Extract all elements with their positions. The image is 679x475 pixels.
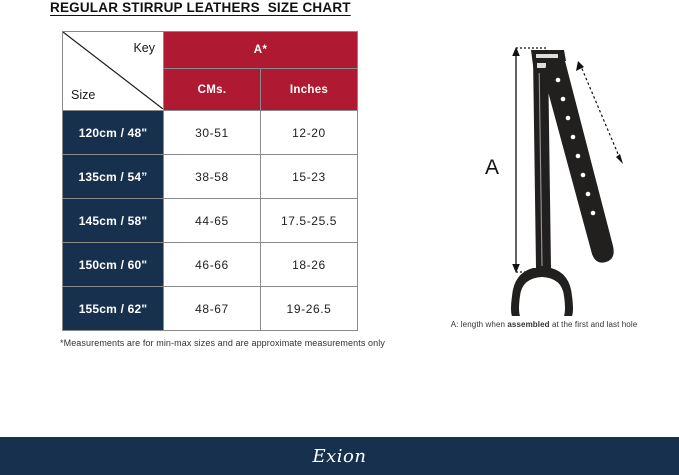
- corner-key-size-cell: Key Size: [62, 31, 164, 111]
- corner-key-label: Key: [133, 41, 155, 55]
- diagram-caption: A: length when assembled at the first an…: [424, 320, 664, 329]
- cms-cell: 48-67: [163, 286, 261, 331]
- inches-cell: 18-26: [260, 242, 358, 287]
- vertical-strap-highlight: [538, 57, 543, 267]
- cms-cell: 46-66: [163, 242, 261, 287]
- diagonal-arrow-top: [576, 61, 584, 71]
- size-cell: 135cm / 54”: [62, 154, 164, 199]
- buckle-tongue: [537, 63, 546, 68]
- buckle-bar: [536, 54, 558, 58]
- dimension-arrow-bottom: [512, 264, 520, 273]
- vertical-strap: [533, 54, 551, 268]
- cms-cell: 38-58: [163, 154, 261, 199]
- stirrup-iron: [511, 268, 573, 316]
- column-header-inches: Inches: [260, 68, 358, 111]
- table-row: 150cm / 60" 46-66 18-26: [62, 242, 358, 287]
- page-title: REGULAR STIRRUP LEATHERS SIZE CHART: [50, 0, 351, 15]
- cms-cell: 44-65: [163, 198, 261, 243]
- footer-bar: Exion: [0, 437, 679, 475]
- caption-suffix: at the first and last hole: [549, 320, 638, 329]
- inches-cell: 12-20: [260, 110, 358, 155]
- corner-size-label: Size: [71, 88, 96, 102]
- table-row: 155cm / 62" 48-67 19-26.5: [62, 286, 358, 331]
- size-cell: 145cm / 58": [62, 198, 164, 243]
- inches-cell: 17.5-25.5: [260, 198, 358, 243]
- table-footnote: *Measurements are for min-max sizes and …: [60, 338, 385, 348]
- diagram-dimension-label-a: A: [485, 156, 500, 179]
- dimension-arrow-top: [512, 47, 520, 56]
- stirrup-leather-illustration-icon: [511, 47, 623, 316]
- size-cell: 120cm / 48": [62, 110, 164, 155]
- column-header-cms: CMs.: [163, 68, 261, 111]
- caption-bold: assembled: [507, 320, 550, 329]
- group-header-a: A*: [163, 31, 358, 69]
- table-header-row-top: Key Size A*: [62, 31, 358, 111]
- size-table: Key Size A* CMs. Inches 120cm / 48" 30-5…: [62, 31, 358, 331]
- inches-cell: 19-26.5: [260, 286, 358, 331]
- table-row: 120cm / 48" 30-51 12-20: [62, 110, 358, 155]
- stirrup-leather-diagram: A: [430, 28, 650, 318]
- size-cell: 150cm / 60": [62, 242, 164, 287]
- cms-cell: 30-51: [163, 110, 261, 155]
- inches-cell: 15-23: [260, 154, 358, 199]
- diagonal-arrow-bottom: [616, 154, 623, 164]
- table-row: 135cm / 54” 38-58 15-23: [62, 154, 358, 199]
- diagonal-strap: [543, 57, 614, 263]
- brand-logo: Exion: [312, 445, 367, 467]
- size-cell: 155cm / 62": [62, 286, 164, 331]
- caption-prefix: A: length when: [450, 320, 508, 329]
- table-row: 145cm / 58" 44-65 17.5-25.5: [62, 198, 358, 243]
- size-chart-table: Key Size A* CMs. Inches 120cm / 48" 30-5…: [62, 31, 358, 331]
